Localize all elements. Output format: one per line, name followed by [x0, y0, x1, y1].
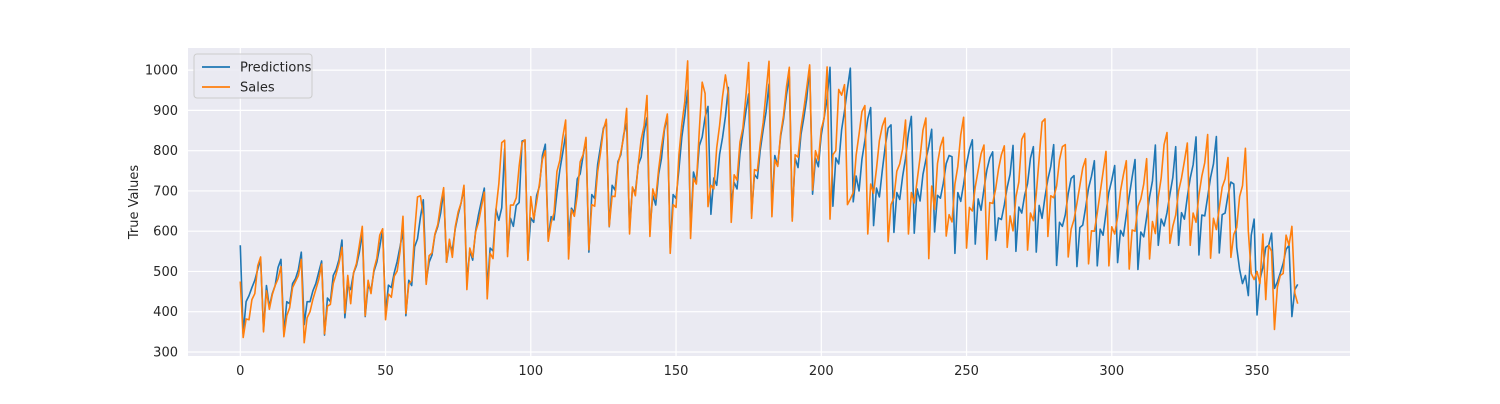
- x-tick-label: 200: [809, 364, 834, 379]
- y-tick-label: 800: [153, 144, 178, 159]
- legend-label: Sales: [240, 81, 275, 96]
- x-tick-label: 150: [664, 364, 689, 379]
- y-tick-label: 1000: [145, 64, 178, 79]
- series-group: [239, 60, 1299, 344]
- tick-labels: 0 50 100 150 200 250 300 350 300 400 500 600 700 800 9…: [145, 64, 1270, 379]
- y-tick-label: 900: [153, 104, 178, 119]
- y-axis-label: True Values: [127, 165, 142, 240]
- x-tick-label: 300: [1099, 364, 1124, 379]
- y-tick-label: 300: [153, 345, 178, 360]
- x-tick-label: 350: [1245, 364, 1270, 379]
- x-tick-label: 0: [236, 364, 244, 379]
- series-line-sales: [239, 60, 1299, 344]
- legend-label: Predictions: [240, 61, 312, 76]
- legend: Predictions Sales: [193, 53, 313, 99]
- y-tick-label: 400: [153, 305, 178, 320]
- x-tick-label: 50: [377, 364, 394, 379]
- x-tick-label: 250: [954, 364, 979, 379]
- y-tick-label: 600: [153, 225, 178, 240]
- x-tick-label: 100: [518, 364, 543, 379]
- y-tick-label: 700: [153, 184, 178, 199]
- y-tick-label: 500: [153, 265, 178, 280]
